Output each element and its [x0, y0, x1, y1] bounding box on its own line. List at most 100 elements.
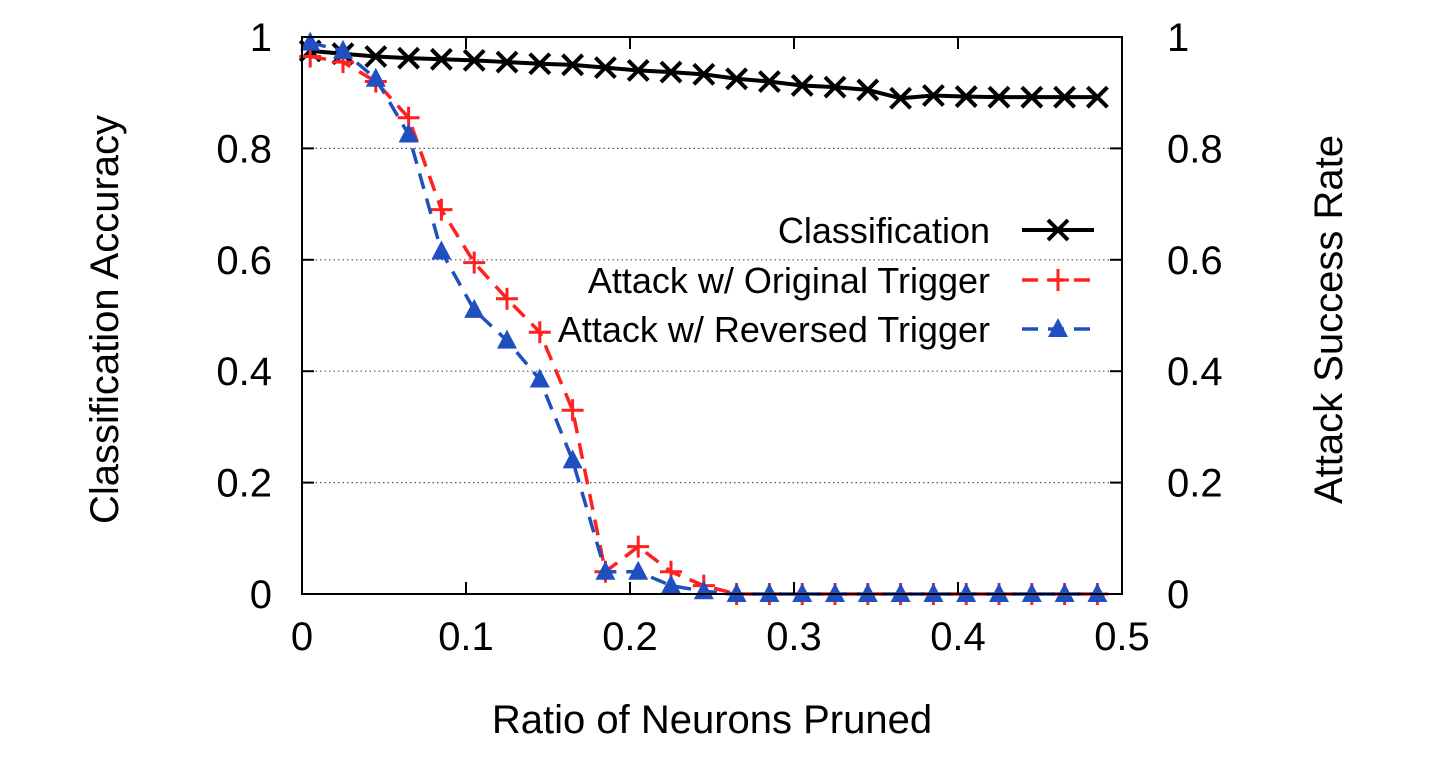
data-point [692, 62, 716, 86]
y2-tick-label: 0 [1167, 573, 1189, 617]
x-marker-stroke [1046, 218, 1070, 242]
data-point [1085, 85, 1109, 109]
y2-tick-label: 0.2 [1167, 462, 1223, 506]
x-marker-stroke [1085, 85, 1109, 109]
y-axis-title: Classification Accuracy [83, 115, 127, 524]
data-point [1054, 583, 1075, 602]
data-point [497, 329, 517, 349]
x-marker-stroke [429, 47, 453, 71]
series-1 [298, 39, 1109, 110]
y-tick-label: 1 [250, 16, 272, 60]
data-point [857, 583, 878, 602]
data-point [989, 583, 1009, 602]
data-point [726, 583, 747, 602]
data-point [757, 70, 781, 93]
x-marker-stroke [561, 53, 585, 77]
x-marker-stroke [593, 56, 617, 80]
data-point [429, 47, 453, 71]
x-axis-title: Ratio of Neurons Pruned [492, 698, 932, 742]
x-marker-stroke [397, 46, 421, 70]
x-marker-stroke [1020, 85, 1044, 109]
x-marker-stroke [823, 75, 847, 99]
x-marker-stroke [692, 62, 716, 86]
x-marker-stroke [659, 60, 683, 84]
data-point [626, 59, 650, 82]
x-tick-label: 0.3 [766, 615, 822, 659]
x-marker-stroke [528, 52, 552, 76]
data-point [1053, 85, 1077, 109]
legend-marker [1047, 269, 1069, 291]
x-marker-stroke [1053, 85, 1077, 109]
legend-label: Attack w/ Original Trigger [588, 260, 990, 301]
data-point [1021, 583, 1042, 602]
x-marker-stroke [495, 50, 519, 74]
grid-lines [302, 147, 1122, 484]
x-marker-stroke [921, 84, 945, 107]
data-point [398, 123, 419, 143]
data-point [333, 39, 353, 59]
data-point [923, 583, 944, 602]
x-marker-stroke [364, 45, 388, 68]
axis-ticks: 0 00.2 0.20.4 0.40.6 0.60.8 0.81 10 0.1 0.2 0.3 0.… [216, 16, 1222, 659]
data-point [529, 368, 550, 388]
data-point [823, 75, 847, 99]
x-marker-stroke [790, 74, 814, 97]
y-tick-label: 0.6 [216, 239, 272, 283]
data-point [890, 583, 911, 602]
legend-marker [1048, 318, 1068, 337]
data-point [1020, 85, 1044, 109]
y2-tick-label: 0.6 [1167, 239, 1223, 283]
data-point [889, 86, 913, 110]
y-tick-label: 0.2 [216, 462, 272, 506]
data-point [792, 583, 813, 602]
legend-marker [1046, 218, 1070, 242]
x-marker-stroke [889, 86, 913, 110]
data-point [300, 31, 321, 51]
y2-tick-label: 1 [1167, 16, 1189, 60]
data-point [593, 56, 617, 80]
data-point [987, 85, 1011, 109]
data-point [562, 449, 583, 469]
data-point [496, 287, 518, 310]
x-tick-label: 0.1 [438, 615, 494, 659]
x-tick-label: 0.5 [1094, 615, 1150, 659]
x-marker-stroke [954, 85, 978, 109]
y-tick-label: 0.8 [216, 127, 272, 171]
x-tick-label: 0.2 [602, 615, 658, 659]
data-point [759, 583, 780, 602]
data-point [463, 251, 486, 274]
x-marker-stroke [626, 59, 650, 82]
y2-tick-label: 0.4 [1167, 350, 1223, 394]
x-marker-stroke [462, 48, 486, 72]
data-point [1087, 583, 1108, 602]
data-point [431, 240, 452, 260]
x-marker-stroke [757, 70, 781, 93]
plot-frame [301, 36, 1123, 595]
data-point [661, 574, 681, 594]
x-marker-stroke [987, 85, 1011, 109]
data-point [954, 85, 978, 109]
x-marker-stroke [856, 78, 880, 102]
data-point [528, 321, 551, 344]
y-tick-label: 0 [250, 573, 272, 617]
x-tick-label: 0.4 [930, 615, 986, 659]
data-point [628, 560, 649, 580]
data-point [595, 560, 616, 580]
data-point [825, 583, 845, 602]
data-point [365, 67, 386, 87]
data-point [462, 48, 486, 72]
data-point [561, 53, 585, 77]
legend: Classification Attack w/ Original Trigger… [558, 210, 1094, 350]
y-tick-label: 0.4 [216, 350, 272, 394]
data-point [528, 52, 552, 76]
y2-axis-title: Attack Success Rate [1307, 135, 1351, 504]
data-point [856, 78, 880, 102]
data-point [921, 84, 945, 107]
data-point [430, 198, 453, 221]
data-point [364, 45, 388, 68]
data-point [464, 298, 485, 318]
data-point [659, 60, 683, 84]
data-point [495, 50, 519, 74]
legend-label: Attack w/ Reversed Trigger [558, 309, 990, 350]
data-point [725, 67, 749, 91]
